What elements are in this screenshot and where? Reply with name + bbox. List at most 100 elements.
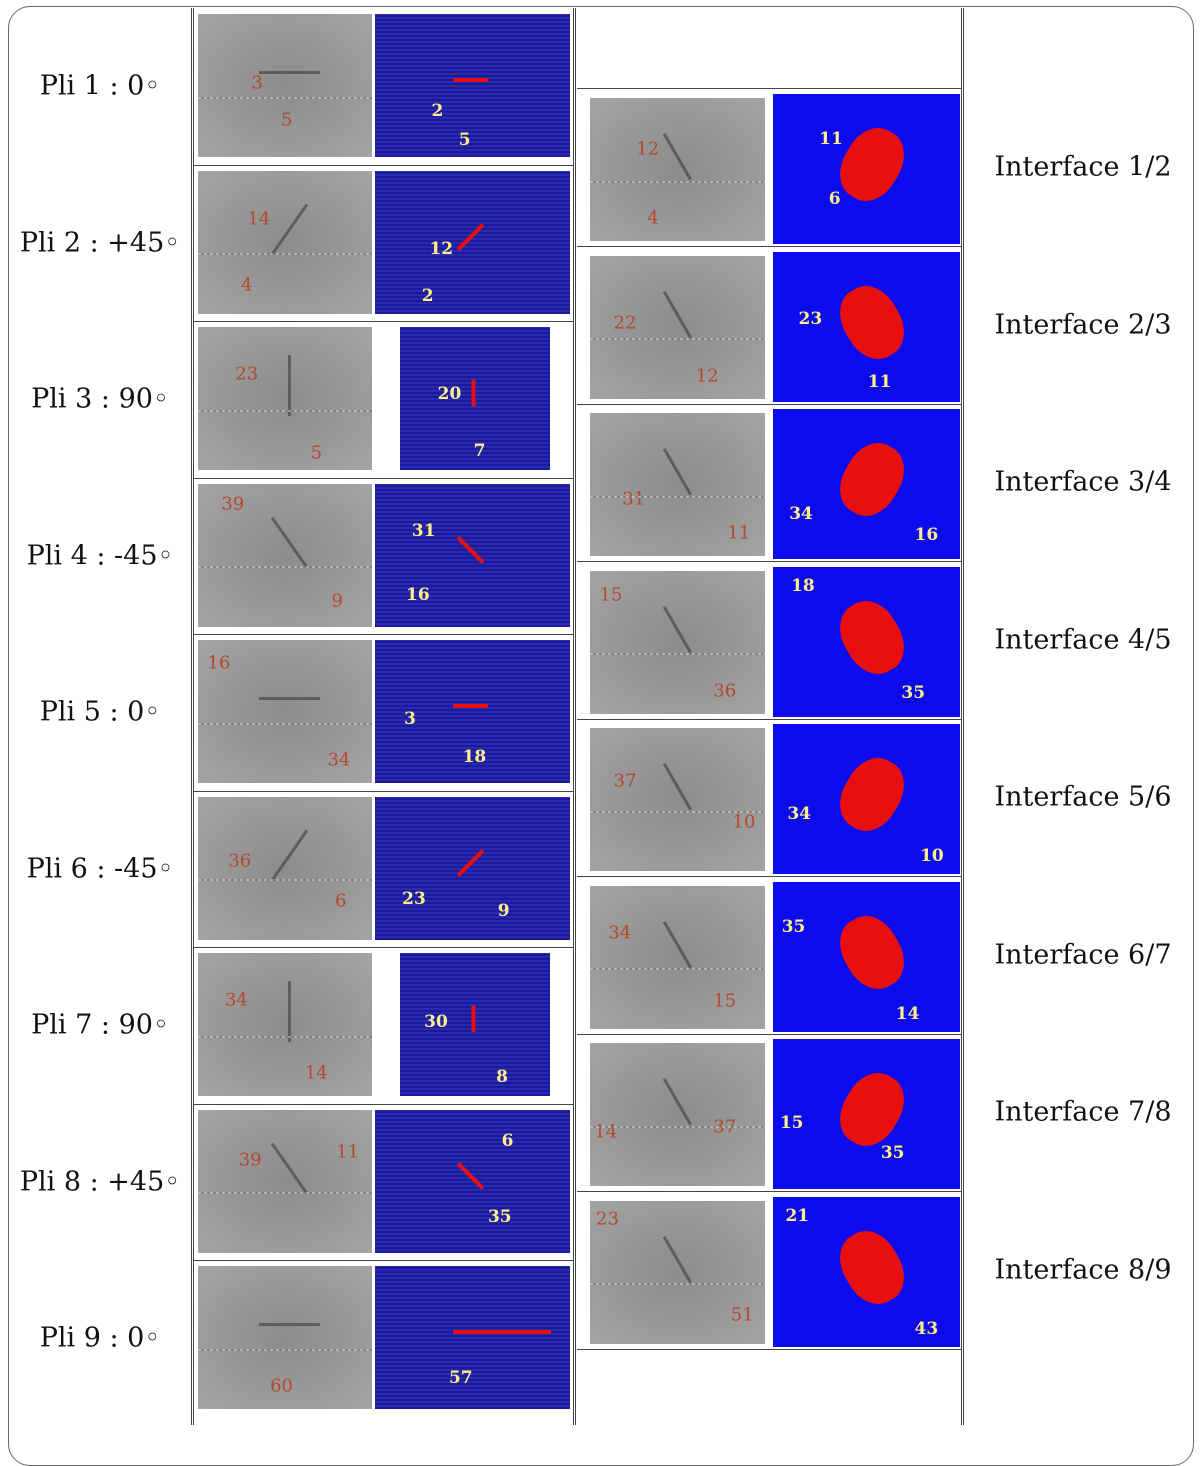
divider bbox=[573, 8, 576, 1425]
ct-image: 37 10 bbox=[590, 728, 765, 871]
sim-image: 6 35 bbox=[375, 1109, 570, 1253]
crack bbox=[287, 981, 291, 1043]
crack bbox=[663, 290, 692, 338]
annotation: 3 bbox=[404, 708, 417, 729]
annotation: 5 bbox=[458, 129, 471, 150]
ply-label: Pli 5 : 0◦ bbox=[39, 696, 161, 728]
sim-image: 11 6 bbox=[773, 94, 960, 244]
annotation: 23 bbox=[798, 309, 823, 329]
damage bbox=[456, 849, 485, 877]
annotation: 4 bbox=[240, 274, 253, 296]
annotation: 51 bbox=[730, 1304, 754, 1326]
annotation: 16 bbox=[406, 585, 430, 606]
crack bbox=[258, 71, 320, 75]
row-line bbox=[577, 1348, 961, 1350]
annotation: 12 bbox=[429, 239, 454, 260]
annotation: 36 bbox=[228, 850, 252, 872]
annotation: 5 bbox=[281, 109, 293, 131]
annotation: 11 bbox=[727, 522, 751, 544]
annotation: 60 bbox=[270, 1375, 293, 1397]
annotation: 34 bbox=[789, 504, 813, 524]
damage bbox=[829, 748, 916, 841]
row-line bbox=[577, 403, 961, 405]
row-line bbox=[577, 561, 961, 562]
crack bbox=[663, 1235, 692, 1283]
row-line bbox=[577, 88, 961, 89]
annotation: 11 bbox=[867, 372, 892, 392]
annotation: 31 bbox=[622, 488, 646, 510]
annotation: 23 bbox=[402, 889, 426, 910]
ply-label: Pli 1 : 0◦ bbox=[39, 70, 161, 102]
ct-image: 23 51 bbox=[590, 1200, 765, 1344]
sim-image: 34 16 bbox=[773, 409, 960, 559]
annotation: 8 bbox=[496, 1067, 508, 1088]
row-line bbox=[194, 321, 574, 322]
sim-image: 35 14 bbox=[773, 881, 960, 1032]
annotation: 30 bbox=[424, 1011, 448, 1032]
annotation: 15 bbox=[599, 584, 623, 606]
annotation: 12 bbox=[636, 138, 660, 160]
sim-image: 21 43 bbox=[773, 1196, 960, 1347]
annotation: 16 bbox=[207, 652, 231, 674]
annotation: 3 bbox=[251, 72, 263, 94]
annotation: 34 bbox=[787, 804, 812, 824]
annotation: 16 bbox=[914, 525, 939, 545]
crack bbox=[663, 133, 692, 181]
annotation: 21 bbox=[785, 1206, 810, 1226]
annotation: 14 bbox=[594, 1121, 618, 1143]
annotation: 35 bbox=[901, 682, 926, 703]
annotation: 23 bbox=[596, 1208, 619, 1230]
crack bbox=[270, 203, 309, 255]
annotation: 18 bbox=[791, 576, 815, 596]
annotation: 5 bbox=[310, 442, 323, 464]
interface-label: Interface 4/5 bbox=[994, 624, 1172, 655]
annotation: 14 bbox=[895, 1003, 920, 1024]
annotation: 11 bbox=[819, 129, 843, 149]
ct-image: 31 11 bbox=[590, 413, 765, 556]
crack bbox=[663, 448, 692, 496]
row-line bbox=[194, 164, 574, 166]
annotation: 2 bbox=[431, 101, 444, 122]
row-line bbox=[194, 634, 574, 635]
crack bbox=[270, 829, 309, 881]
ct-image: 36 6 bbox=[198, 796, 372, 940]
damage bbox=[829, 905, 916, 999]
row-line bbox=[194, 477, 574, 479]
annotation: 18 bbox=[462, 747, 487, 768]
ct-image: 12 4 bbox=[590, 98, 765, 241]
annotation: 7 bbox=[473, 441, 486, 462]
sim-image: 23 9 bbox=[375, 796, 570, 940]
sim-image: 23 11 bbox=[773, 251, 960, 402]
annotation: 36 bbox=[713, 680, 737, 702]
damage bbox=[456, 536, 485, 564]
annotation: 39 bbox=[238, 1149, 262, 1171]
crack bbox=[287, 355, 291, 417]
ply-label: Pli 6 : -45◦ bbox=[26, 853, 174, 884]
annotation: 23 bbox=[235, 363, 259, 385]
annotation: 10 bbox=[920, 846, 944, 866]
crack bbox=[258, 697, 320, 701]
row-line bbox=[194, 790, 574, 792]
annotation: 34 bbox=[327, 749, 351, 771]
ct-image: 39 9 bbox=[198, 483, 372, 627]
ct-image: 23 5 bbox=[198, 327, 372, 470]
ply-label: Pli 3 : 90◦ bbox=[31, 383, 169, 415]
row-line bbox=[194, 1260, 574, 1261]
damage bbox=[456, 1162, 485, 1190]
annotation: 37 bbox=[613, 770, 637, 792]
interface-label: Interface 1/2 bbox=[994, 151, 1172, 183]
sim-image: 3 18 bbox=[375, 640, 570, 783]
sim-image: 15 35 bbox=[773, 1039, 960, 1189]
crack bbox=[663, 763, 692, 811]
annotation: 20 bbox=[437, 384, 462, 405]
damage bbox=[829, 433, 916, 526]
sim-image: 12 2 bbox=[375, 170, 570, 314]
annotation: 14 bbox=[304, 1062, 328, 1084]
sim-image: 18 35 bbox=[773, 566, 960, 717]
ply-label: Pli 8 : +45◦ bbox=[19, 1166, 181, 1197]
ply-label: Pli 2 : +45◦ bbox=[19, 227, 181, 258]
annotation: 31 bbox=[411, 520, 436, 541]
interface-label: Interface 2/3 bbox=[994, 309, 1172, 340]
